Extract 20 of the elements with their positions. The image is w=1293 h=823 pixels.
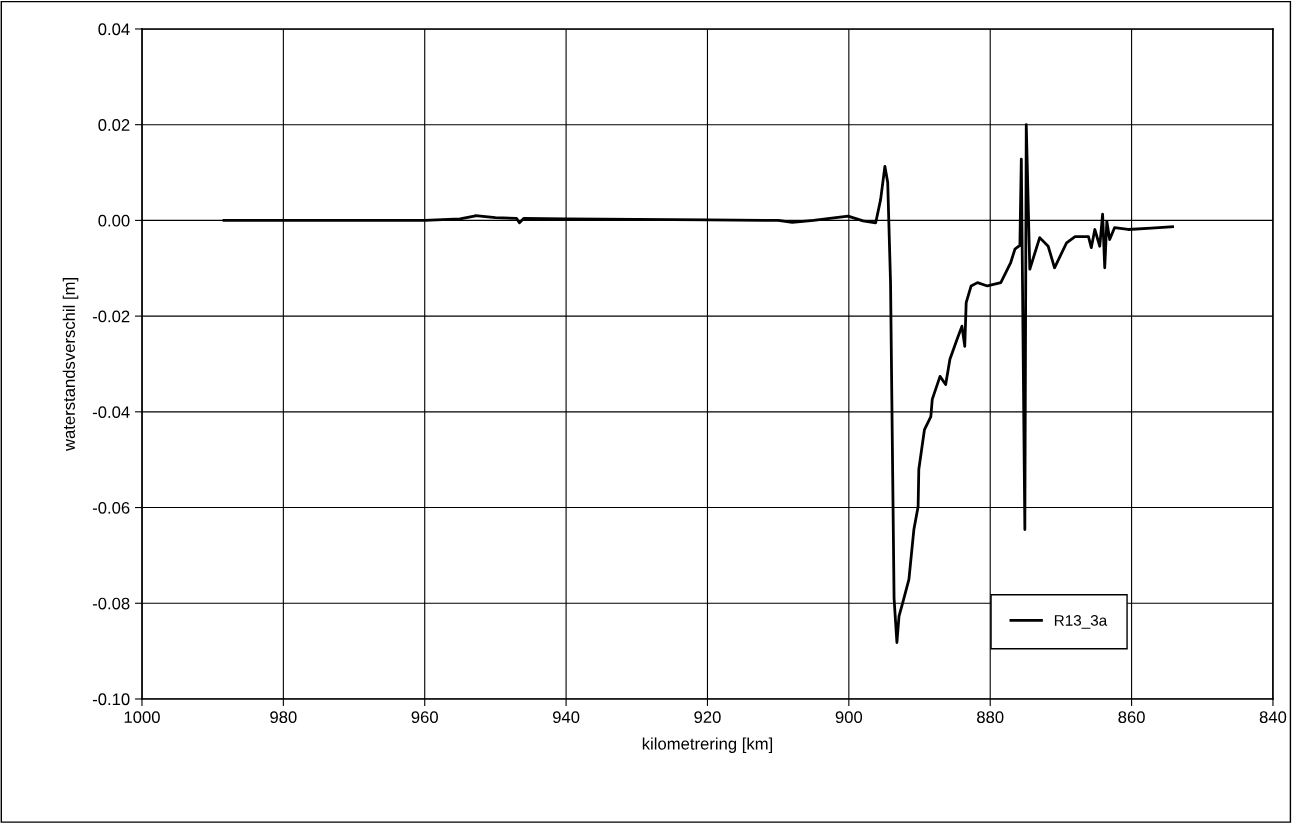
- x-axis-title: kilometrering [km]: [642, 737, 773, 753]
- y-axis-title: waterstandsverschil [m]: [62, 278, 79, 452]
- x-tick-label: 920: [694, 711, 721, 724]
- y-tick-label: -0.06: [92, 501, 130, 514]
- legend-label: R13_3a: [1054, 615, 1108, 629]
- x-tick-label: 840: [1259, 711, 1287, 724]
- y-tick-label: -0.10: [92, 693, 130, 706]
- x-tick-label: 980: [270, 711, 297, 724]
- y-tick-label: -0.08: [92, 597, 130, 610]
- x-tick-label: 860: [1118, 711, 1145, 724]
- y-tick-label: 0.00: [98, 214, 130, 227]
- y-tick-label: 0.04: [98, 23, 130, 36]
- x-tick-label: 900: [835, 711, 863, 724]
- x-tick-label: 880: [977, 711, 1004, 724]
- y-tick-label: -0.02: [92, 310, 130, 323]
- y-tick-label: -0.04: [92, 406, 130, 419]
- x-tick-label: 1000: [124, 711, 160, 724]
- y-tick-label: 0.02: [98, 119, 130, 131]
- x-tick-label: 940: [552, 711, 580, 724]
- x-tick-label: 960: [411, 711, 438, 724]
